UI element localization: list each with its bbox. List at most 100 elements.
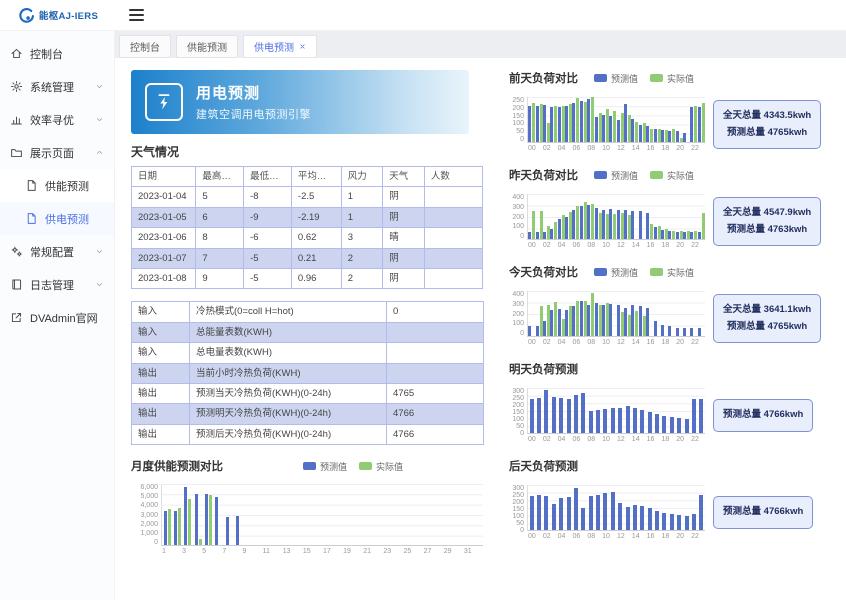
- sidebar-item-system-management[interactable]: 系统管理: [0, 70, 114, 103]
- menu-toggle-button[interactable]: [129, 9, 144, 21]
- x-axis: 1 3 5 7 9 11 13 15 17 19 21 23 25 27 29 31: [162, 548, 472, 556]
- legend-item-actual[interactable]: 实际值: [650, 169, 694, 182]
- tab-power-supply-forecast[interactable]: 供电预测: [243, 35, 317, 58]
- external-link-icon: [10, 311, 23, 324]
- io-cell: 输入: [131, 321, 190, 344]
- sidebar-item-power-supply-forecast[interactable]: 供电预测: [0, 202, 114, 235]
- bar-group: [676, 485, 683, 530]
- weather-cell: -5: [243, 267, 292, 290]
- bar-group: [653, 485, 660, 530]
- folder-icon: [10, 146, 23, 159]
- weather-column-header: 日期: [130, 165, 197, 188]
- bar-predicted: [655, 510, 660, 530]
- legend-item-actual[interactable]: 实际值: [650, 266, 694, 279]
- summary-box: 预测总量 4766kwh: [713, 496, 814, 529]
- legend-item-predicted[interactable]: 预测值: [594, 72, 638, 85]
- bar-group: [616, 291, 624, 336]
- bar-actual: [620, 312, 624, 336]
- chart-head: 昨天负荷对比 预测值 实际值: [509, 167, 832, 183]
- bars-canvas[interactable]: [161, 484, 483, 547]
- bar-group: [452, 484, 462, 545]
- bar-group: [594, 194, 602, 239]
- bar-group: [624, 97, 632, 142]
- legend-label: 预测值: [611, 267, 639, 278]
- weather-cell: -8: [243, 186, 292, 208]
- bar-group: [631, 194, 638, 239]
- legend-item-predicted[interactable]: 预测值: [594, 266, 638, 279]
- sidebar-item-dvadmin-site[interactable]: DVAdmin官网: [0, 301, 114, 334]
- bar-actual: [613, 111, 617, 142]
- content-panel: 用电预测 建筑空调用电预测引擎 天气情况 日期 最高温度 最低温度 平均温度 风力 天气人…: [115, 58, 846, 600]
- bar-group: [565, 97, 573, 142]
- bar-group: [639, 485, 646, 530]
- sidebar-item-display-pages[interactable]: 展示页面: [0, 136, 114, 169]
- bar-predicted: [551, 397, 556, 433]
- io-cell: 输出: [131, 382, 190, 405]
- bar-predicted: [616, 304, 620, 336]
- legend-label: 实际值: [667, 170, 695, 181]
- bar-actual: [591, 204, 595, 239]
- legend-item-actual[interactable]: 实际值: [650, 72, 694, 85]
- bars-canvas[interactable]: [527, 291, 705, 337]
- bar-predicted: [528, 232, 532, 239]
- legend-swatch-icon: [594, 171, 607, 179]
- sidebar-item-energy-supply-forecast[interactable]: 供能预测: [0, 169, 114, 202]
- bar-group: [400, 484, 410, 545]
- sidebar-item-console[interactable]: 控制台: [0, 37, 114, 70]
- legend-item-actual[interactable]: 实际值: [359, 460, 403, 473]
- bar-group: [565, 485, 572, 530]
- bar-predicted: [550, 228, 554, 239]
- bar-group: [369, 484, 379, 545]
- sidebar-item-label: 日志管理: [30, 279, 74, 292]
- bar-actual: [569, 212, 573, 239]
- weather-cell: 6: [195, 206, 245, 229]
- bar-group: [617, 485, 624, 530]
- sidebar-item-log-management[interactable]: 日志管理: [0, 268, 114, 301]
- bar-predicted: [668, 131, 672, 142]
- legend-item-predicted[interactable]: 预测值: [594, 169, 638, 182]
- bars-canvas[interactable]: [527, 97, 705, 143]
- bar-predicted: [624, 210, 628, 239]
- bar-group: [601, 291, 609, 336]
- bar-predicted: [632, 505, 637, 530]
- bar-predicted: [581, 392, 586, 433]
- bar-predicted: [668, 230, 672, 239]
- io-cell: 当前小时冷热负荷(KWH): [189, 362, 387, 384]
- summary-line: 预测总量 4765kwh: [723, 319, 811, 335]
- y-axis: 6,000 5,000 4,000 3,000 2,000 1,000 0: [140, 484, 158, 547]
- sidebar-item-efficiency-optimization[interactable]: 效率寻优: [0, 103, 114, 136]
- x-axis: 00 02 04 06 08 10 12 14 16 18 20 22: [528, 436, 699, 443]
- bar-group: [683, 97, 690, 142]
- bar-group: [193, 484, 203, 546]
- weather-cell: -5: [243, 247, 292, 269]
- bar-group: [690, 485, 697, 530]
- weather-cell: 阴: [382, 186, 425, 208]
- book-icon: [10, 278, 23, 291]
- legend-item-predicted[interactable]: 预测值: [302, 460, 347, 473]
- bars-canvas[interactable]: [527, 485, 705, 531]
- bar-group: [690, 194, 698, 239]
- weather-row: 2023-01-07 7 -5 0.21 2 阴: [130, 247, 484, 269]
- bar-predicted: [675, 327, 679, 336]
- bar-actual: [620, 113, 624, 142]
- weather-cell: -2.5: [290, 186, 342, 208]
- chart-legend: 预测值 实际值: [594, 72, 694, 85]
- tab-console[interactable]: 控制台: [119, 35, 171, 58]
- sidebar-item-general-config[interactable]: 常规配置: [0, 235, 114, 268]
- bars-canvas[interactable]: [527, 194, 705, 240]
- bar-predicted: [625, 506, 630, 530]
- legend-label: 预测值: [319, 461, 347, 472]
- bars-canvas[interactable]: [527, 388, 705, 434]
- bar-actual: [694, 106, 698, 142]
- y-axis: 300 250 200 150 100 50 0: [512, 485, 524, 534]
- bar-group: [631, 388, 638, 433]
- sidebar: 控制台 系统管理 效率寻优 展示页面 供能预测 供电预测 常规配置日志管理 DVAdmin官网: [0, 31, 115, 600]
- chart-head: 后天负荷预测: [509, 458, 832, 474]
- tab-energy-supply-forecast[interactable]: 供能预测: [176, 35, 238, 58]
- bar-group: [266, 484, 276, 545]
- weather-cell: [423, 186, 484, 208]
- bar-predicted: [596, 409, 601, 433]
- bar-group: [668, 97, 676, 142]
- close-icon[interactable]: [299, 43, 306, 50]
- app-logo: 能枢AJ-IERS: [0, 6, 115, 24]
